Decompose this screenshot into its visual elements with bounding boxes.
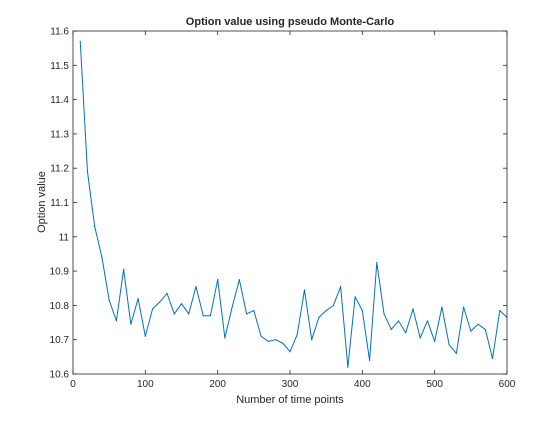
data-point xyxy=(253,309,255,312)
data-point xyxy=(282,342,284,344)
data-point xyxy=(463,306,465,308)
data-point xyxy=(173,313,175,315)
y-tick-label: 11.2 xyxy=(50,164,69,175)
y-tick-label: 11.3 xyxy=(50,129,69,140)
data-point xyxy=(434,340,436,343)
data-point xyxy=(441,306,443,308)
data-point xyxy=(499,309,501,312)
y-tick-label: 10.9 xyxy=(50,267,70,278)
data-point xyxy=(123,268,125,270)
x-tick-label: 0 xyxy=(70,379,76,390)
y-tick-label: 11.5 xyxy=(50,61,69,72)
y-tick-label: 11.4 xyxy=(50,95,69,106)
y-tick-label: 11 xyxy=(59,232,70,243)
data-point xyxy=(354,296,356,298)
data-point xyxy=(296,333,298,336)
data-point xyxy=(231,306,233,308)
plot-area xyxy=(73,31,507,374)
data-point xyxy=(86,171,89,173)
data-point xyxy=(79,40,81,42)
x-tick-label: 100 xyxy=(137,379,154,390)
chart-title: Option value using pseudo Monte-Carlo xyxy=(186,16,395,28)
data-point xyxy=(274,339,277,341)
data-point xyxy=(267,340,269,343)
data-point xyxy=(390,328,392,331)
data-point xyxy=(368,359,371,361)
data-point xyxy=(470,330,472,332)
data-point xyxy=(397,320,400,322)
x-axis-label: Number of time points xyxy=(236,394,344,406)
data-point xyxy=(151,308,154,310)
data-point xyxy=(202,315,204,317)
data-point xyxy=(166,292,168,294)
data-point xyxy=(484,328,486,331)
y-tick-label: 11.1 xyxy=(50,198,69,209)
y-tick-label: 11.6 xyxy=(50,27,69,38)
data-point xyxy=(419,337,421,339)
data-point xyxy=(115,320,117,322)
data-point xyxy=(376,261,378,264)
data-point xyxy=(405,332,407,334)
data-point xyxy=(347,366,349,368)
data-point xyxy=(130,323,132,325)
data-point xyxy=(217,279,219,281)
x-tick-label: 500 xyxy=(426,379,443,390)
data-point xyxy=(101,256,103,258)
data-point xyxy=(426,320,429,322)
data-point xyxy=(108,299,110,301)
data-point xyxy=(159,301,161,303)
y-axis-ticks: 10.6 10.7 10.8 10.9 11 11.1 11.2 11.3 11.4 11.5 11… xyxy=(50,27,507,381)
series-layer xyxy=(79,40,508,368)
data-point xyxy=(340,285,342,288)
data-point xyxy=(303,289,306,291)
y-tick-label: 10.6 xyxy=(50,370,70,381)
data-point xyxy=(325,309,327,312)
data-point xyxy=(412,308,414,310)
y-axis-label: Option value xyxy=(36,171,48,233)
data-point xyxy=(246,313,248,315)
y-tick-label: 10.7 xyxy=(50,335,70,346)
axes-box xyxy=(72,30,508,375)
data-point xyxy=(383,313,385,315)
data-point xyxy=(195,285,197,288)
data-point xyxy=(137,297,139,300)
data-point xyxy=(209,315,212,317)
data-point xyxy=(260,335,262,337)
data-point xyxy=(289,351,291,353)
data-point xyxy=(224,337,226,339)
data-point xyxy=(332,304,334,306)
series-line xyxy=(79,41,508,368)
x-axis-ticks: 0 100 200 300 400 500 600 xyxy=(70,31,516,390)
data-point xyxy=(311,339,313,341)
x-tick-label: 200 xyxy=(209,379,226,390)
data-point xyxy=(318,316,320,319)
data-point xyxy=(94,225,96,228)
data-point xyxy=(188,313,190,315)
data-point xyxy=(361,309,363,312)
data-point xyxy=(144,335,146,337)
x-tick-label: 600 xyxy=(499,379,516,390)
data-point xyxy=(180,303,183,305)
data-point xyxy=(448,344,450,346)
data-point xyxy=(477,323,479,325)
x-tick-label: 300 xyxy=(282,379,299,390)
data-point xyxy=(491,357,494,360)
y-tick-label: 10.8 xyxy=(50,301,70,312)
data-point xyxy=(455,352,457,355)
x-tick-label: 400 xyxy=(354,379,371,390)
data-point xyxy=(238,279,240,281)
